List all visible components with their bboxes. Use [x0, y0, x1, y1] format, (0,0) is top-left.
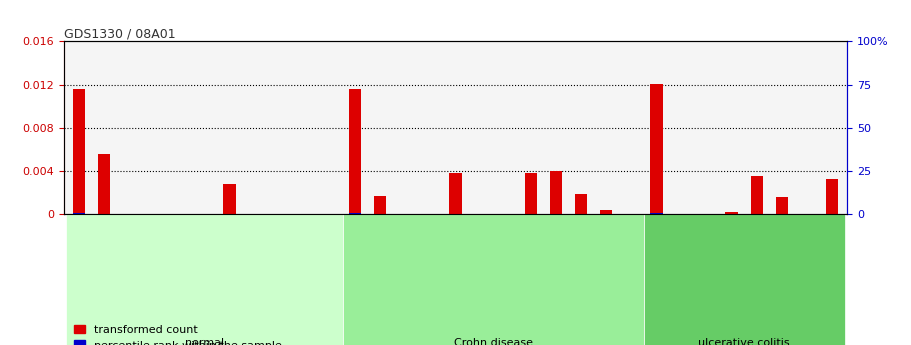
Legend: transformed count, percentile rank within the sample: transformed count, percentile rank withi…: [69, 320, 286, 345]
Bar: [725, 212, 738, 214]
FancyBboxPatch shape: [644, 214, 844, 345]
Bar: [751, 176, 763, 214]
Bar: [549, 171, 562, 214]
Bar: [575, 194, 588, 214]
Text: ulcerative colitis: ulcerative colitis: [699, 338, 790, 345]
Bar: [449, 174, 462, 214]
FancyBboxPatch shape: [67, 214, 343, 345]
Bar: [374, 196, 386, 214]
FancyBboxPatch shape: [343, 214, 644, 345]
Bar: [349, 89, 362, 214]
Bar: [97, 154, 110, 214]
Bar: [775, 197, 788, 214]
Bar: [223, 184, 236, 214]
Bar: [525, 173, 537, 214]
Bar: [599, 210, 612, 214]
Bar: [826, 179, 838, 214]
Bar: [73, 89, 85, 214]
Text: normal: normal: [185, 338, 224, 345]
Text: Crohn disease: Crohn disease: [454, 338, 533, 345]
Bar: [650, 84, 662, 214]
Text: GDS1330 / 08A01: GDS1330 / 08A01: [64, 27, 176, 40]
